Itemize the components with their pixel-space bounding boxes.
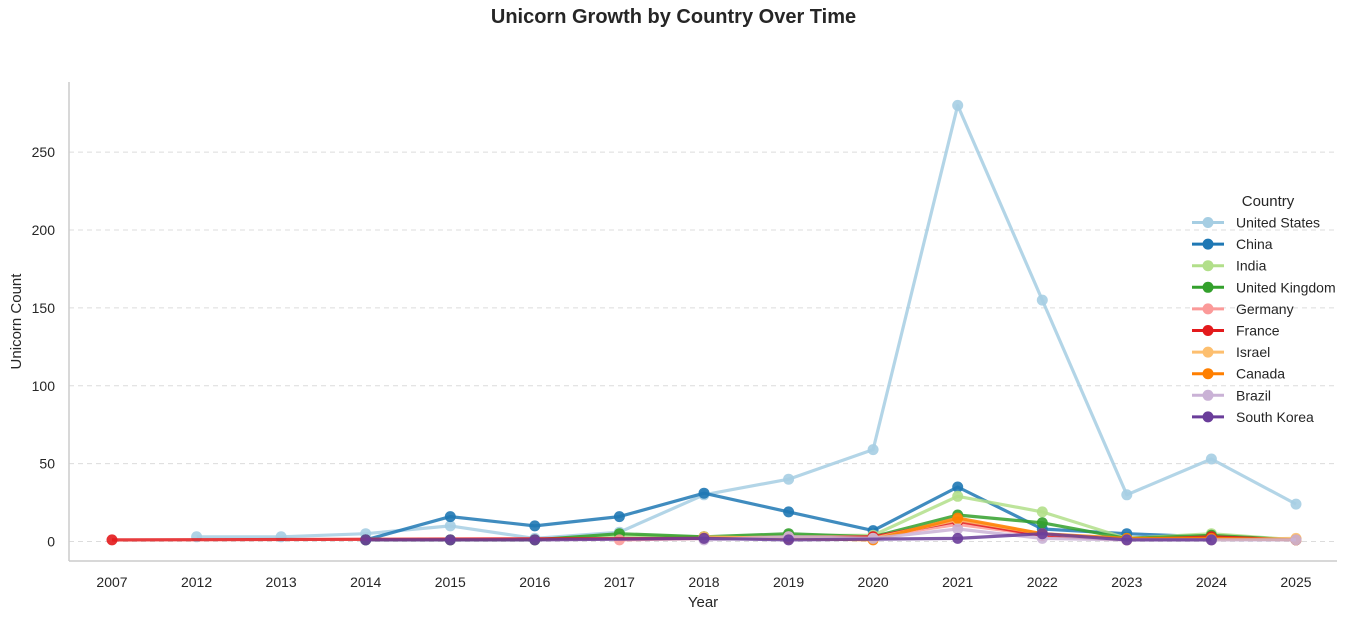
- legend-item: France: [1192, 323, 1280, 339]
- data-point: [783, 506, 795, 518]
- x-tick-label: 2007: [96, 574, 127, 590]
- legend-label: Germany: [1236, 301, 1294, 317]
- legend-marker: [1202, 260, 1214, 272]
- data-point: [698, 487, 710, 499]
- series-line: [365, 485, 1297, 542]
- legend-item: Brazil: [1192, 387, 1271, 403]
- data-point: [867, 444, 879, 456]
- data-point: [1290, 534, 1302, 546]
- legend-item: Germany: [1192, 301, 1294, 317]
- x-tick-label: 2016: [519, 574, 550, 590]
- x-tick-label: 2023: [1111, 574, 1142, 590]
- axes: [68, 82, 1337, 562]
- series-united-states: [191, 99, 1302, 544]
- data-point: [529, 534, 541, 546]
- y-axis-label: Unicorn Count: [8, 273, 25, 370]
- legend-marker: [1202, 303, 1214, 315]
- legend-marker: [1202, 411, 1214, 423]
- series-line: [196, 103, 1297, 541]
- legend-item: United States: [1192, 215, 1320, 231]
- legend-marker: [1202, 346, 1214, 358]
- data-point: [1036, 517, 1048, 529]
- legend-marker: [1202, 281, 1214, 293]
- legend-label: India: [1236, 258, 1267, 274]
- data-point: [698, 532, 710, 544]
- data-point: [1121, 534, 1133, 546]
- data-point: [952, 512, 964, 524]
- y-tick-labels: 0 50 100 150 200 250: [32, 144, 56, 549]
- legend-marker: [1202, 389, 1214, 401]
- data-point: [613, 511, 625, 523]
- gridlines: [69, 151, 1337, 542]
- legend-marker: [1202, 238, 1214, 250]
- legend-item: India: [1192, 258, 1267, 274]
- data-point: [952, 523, 964, 535]
- x-tick-label: 2020: [858, 574, 889, 590]
- x-tick-label: 2019: [773, 574, 804, 590]
- data-point: [1290, 498, 1302, 510]
- legend-label: Brazil: [1236, 387, 1271, 403]
- data-point: [444, 520, 456, 532]
- legend-item: Canada: [1192, 366, 1285, 382]
- x-tick-label: 2015: [435, 574, 466, 590]
- y-tick-label: 150: [32, 300, 56, 316]
- data-point: [1205, 453, 1217, 465]
- legend-label: South Korea: [1236, 409, 1314, 425]
- legend-marker: [1202, 325, 1214, 336]
- data-point: [1036, 528, 1048, 540]
- x-axis-label: Year: [688, 594, 718, 611]
- legend-label: Israel: [1236, 344, 1270, 360]
- legend-label: China: [1236, 236, 1273, 252]
- x-tick-label: 2025: [1280, 574, 1311, 590]
- legend-label: Canada: [1236, 366, 1285, 382]
- x-tick-label: 2018: [688, 574, 719, 590]
- x-tick-label: 2021: [942, 574, 973, 590]
- data-point: [360, 534, 372, 546]
- legend-label: France: [1236, 323, 1280, 339]
- series-south-korea: [360, 528, 1217, 546]
- y-tick-label: 50: [39, 456, 55, 472]
- y-tick-label: 0: [47, 534, 55, 550]
- legend: Country United States China India United Ki…: [1192, 193, 1336, 425]
- data-point: [783, 534, 795, 546]
- legend-label: United States: [1236, 215, 1320, 231]
- x-tick-label: 2024: [1196, 574, 1227, 590]
- legend-marker: [1202, 217, 1214, 228]
- y-tick-label: 100: [32, 378, 56, 394]
- data-point: [1036, 506, 1048, 518]
- y-tick-label: 200: [32, 222, 56, 238]
- legend-item: China: [1192, 236, 1273, 252]
- series-lines: [106, 99, 1302, 546]
- data-point: [106, 534, 118, 546]
- data-point: [952, 481, 964, 493]
- legend-marker: [1202, 368, 1214, 380]
- data-point: [952, 532, 964, 544]
- x-tick-label: 2012: [181, 574, 212, 590]
- x-tick-label: 2017: [604, 574, 635, 590]
- legend-item: South Korea: [1192, 409, 1314, 425]
- legend-item: United Kingdom: [1192, 279, 1336, 295]
- data-point: [1036, 294, 1048, 306]
- x-tick-label: 2014: [350, 574, 381, 590]
- x-tick-label: 2013: [266, 574, 297, 590]
- data-point: [529, 520, 541, 532]
- data-point: [1121, 489, 1133, 501]
- data-point: [444, 511, 456, 523]
- chart-title: Unicorn Growth by Country Over Time: [490, 6, 857, 28]
- data-point: [952, 490, 964, 502]
- data-point: [783, 473, 795, 485]
- x-tick-labels: 2007 2012 2013 2014 2015 2016 2017 2018 2019 2020…: [96, 574, 1311, 590]
- legend-label: United Kingdom: [1236, 279, 1336, 295]
- data-point: [1205, 534, 1217, 546]
- data-point: [952, 99, 964, 111]
- legend-title: Country: [1242, 193, 1295, 210]
- legend-item: Israel: [1192, 344, 1270, 360]
- x-tick-label: 2022: [1027, 574, 1058, 590]
- y-tick-label: 250: [32, 144, 56, 160]
- data-point: [444, 534, 456, 546]
